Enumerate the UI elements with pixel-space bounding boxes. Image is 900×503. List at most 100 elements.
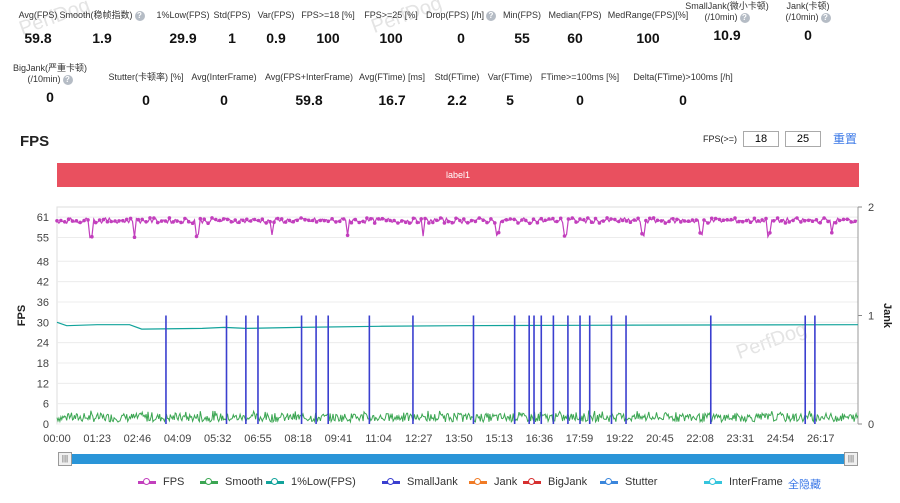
fps-point xyxy=(376,217,381,221)
fps-point xyxy=(570,216,575,220)
fps-point xyxy=(663,221,668,225)
help-icon[interactable]: ? xyxy=(486,10,496,21)
fps-point xyxy=(334,220,338,224)
fps-point xyxy=(597,221,602,225)
reset-button[interactable]: 重置 xyxy=(833,132,858,146)
fps-point xyxy=(481,218,486,222)
slider-handle-left[interactable]: ||| xyxy=(58,452,72,466)
fps-point xyxy=(636,216,640,221)
fps-point xyxy=(648,216,652,221)
stat-label: Var(FTime) xyxy=(440,72,580,83)
legend-item-smooth[interactable]: Smooth xyxy=(200,476,263,488)
legend-swatch xyxy=(704,477,722,485)
stat-label-line: MedRange(FPS)[%] xyxy=(607,10,689,20)
stat-medrange: MedRange(FPS)[%] 100 xyxy=(578,10,718,46)
help-icon[interactable]: ? xyxy=(739,12,750,23)
fps-point xyxy=(260,217,265,221)
legend-item-smalljank[interactable]: SmallJank xyxy=(382,476,458,488)
legend-label: BigJank xyxy=(548,476,588,488)
fps-point xyxy=(256,218,261,223)
fps-point xyxy=(121,218,125,223)
stat-value: 100 xyxy=(379,30,403,46)
help-icon[interactable]: ? xyxy=(820,12,831,23)
fps-point xyxy=(434,218,439,223)
legend-swatch xyxy=(382,477,400,485)
fps-point xyxy=(245,217,249,222)
x-tick-label: 05:32 xyxy=(204,433,232,445)
fps-point xyxy=(744,218,749,223)
fps-point xyxy=(276,216,280,221)
fps-point xyxy=(779,219,784,223)
fps-point xyxy=(365,216,369,220)
legend-item-1-low-fps-[interactable]: 1%Low(FPS) xyxy=(266,476,356,488)
threshold-input-2[interactable] xyxy=(785,130,822,147)
help-icon[interactable]: ? xyxy=(134,10,145,21)
y-tick-label: 36 xyxy=(37,297,49,309)
stat-value: 59.8 xyxy=(24,30,52,46)
fps-point xyxy=(833,220,838,225)
legend-item-bigjank[interactable]: BigJank xyxy=(523,476,587,488)
fps-point xyxy=(651,216,656,220)
fps-point xyxy=(620,218,625,223)
slider-handle-right[interactable]: ||| xyxy=(844,452,858,466)
fps-point xyxy=(229,220,234,224)
fps-point xyxy=(558,216,563,221)
fps-point xyxy=(105,219,110,224)
stat-avg: Avg(InterFrame) 0 xyxy=(154,72,294,108)
slider-track[interactable] xyxy=(58,454,858,464)
legend-label: Jank xyxy=(494,476,518,488)
stat-label-line: Delta(FTime)>100ms [/h] xyxy=(633,72,733,82)
fps-point xyxy=(295,218,300,223)
fps-point xyxy=(272,220,276,224)
fps-point xyxy=(477,216,482,220)
legend-swatch xyxy=(469,477,487,485)
fps-point xyxy=(632,218,637,222)
stat-label-line: Avg(FTime) [ms] xyxy=(358,72,425,82)
threshold-input-1[interactable] xyxy=(743,130,780,147)
hide-all-toggle[interactable]: 全隐藏 xyxy=(788,479,821,491)
threshold-label: FPS(>=) xyxy=(703,133,738,144)
legend-marker xyxy=(605,477,612,485)
fps-point xyxy=(90,234,94,239)
stat-jank: Jank(卡顿) (/10min)? 0 xyxy=(738,1,878,43)
fps-point xyxy=(814,218,819,222)
fps-point xyxy=(465,220,470,225)
fps-point xyxy=(764,216,768,221)
stat-label-line: Std(FPS) xyxy=(213,10,251,20)
fps-point xyxy=(655,218,660,223)
stat-value: 0 xyxy=(679,92,687,108)
stat-value: 59.8 xyxy=(295,92,323,108)
stat-value: 0 xyxy=(142,92,150,108)
stat-ftime>=100ms: FTime>=100ms [%] 0 xyxy=(510,72,650,108)
legend-item-interframe[interactable]: InterFrame xyxy=(704,476,783,488)
stat-label: Var(FPS) xyxy=(206,10,346,21)
legend-item-stutter[interactable]: Stutter xyxy=(600,476,657,488)
fps-point xyxy=(609,217,613,221)
x-tick-label: 20:45 xyxy=(646,433,674,445)
x-tick-label: 00:00 xyxy=(43,433,71,445)
stat-value: 55 xyxy=(514,30,530,46)
legend-item-fps[interactable]: FPS xyxy=(138,476,184,488)
fps-point xyxy=(299,216,303,220)
fps-point xyxy=(171,220,175,224)
fps-point xyxy=(454,216,458,221)
fps-point xyxy=(78,220,82,225)
y-axis-title: FPS xyxy=(16,305,28,326)
x-tick-label: 16:36 xyxy=(526,433,554,445)
fps-point xyxy=(86,218,90,222)
label-bar[interactable]: label1 xyxy=(57,163,859,187)
x-tick-label: 08:18 xyxy=(284,433,312,445)
stat-label-line: Stutter(卡顿率) [%] xyxy=(108,72,184,82)
legend-item-jank[interactable]: Jank xyxy=(469,476,517,488)
fps-point xyxy=(400,219,404,223)
fps-point xyxy=(524,218,528,223)
help-icon[interactable]: ? xyxy=(62,74,73,85)
stat-value: 16.7 xyxy=(378,92,406,108)
fps-point xyxy=(535,220,540,225)
fps-point xyxy=(194,234,199,239)
fps-point xyxy=(338,219,342,224)
fps-point xyxy=(128,216,133,221)
legend-marker xyxy=(474,477,481,485)
fps-point xyxy=(725,218,729,222)
time-range-slider[interactable]: ||| ||| xyxy=(58,452,858,466)
